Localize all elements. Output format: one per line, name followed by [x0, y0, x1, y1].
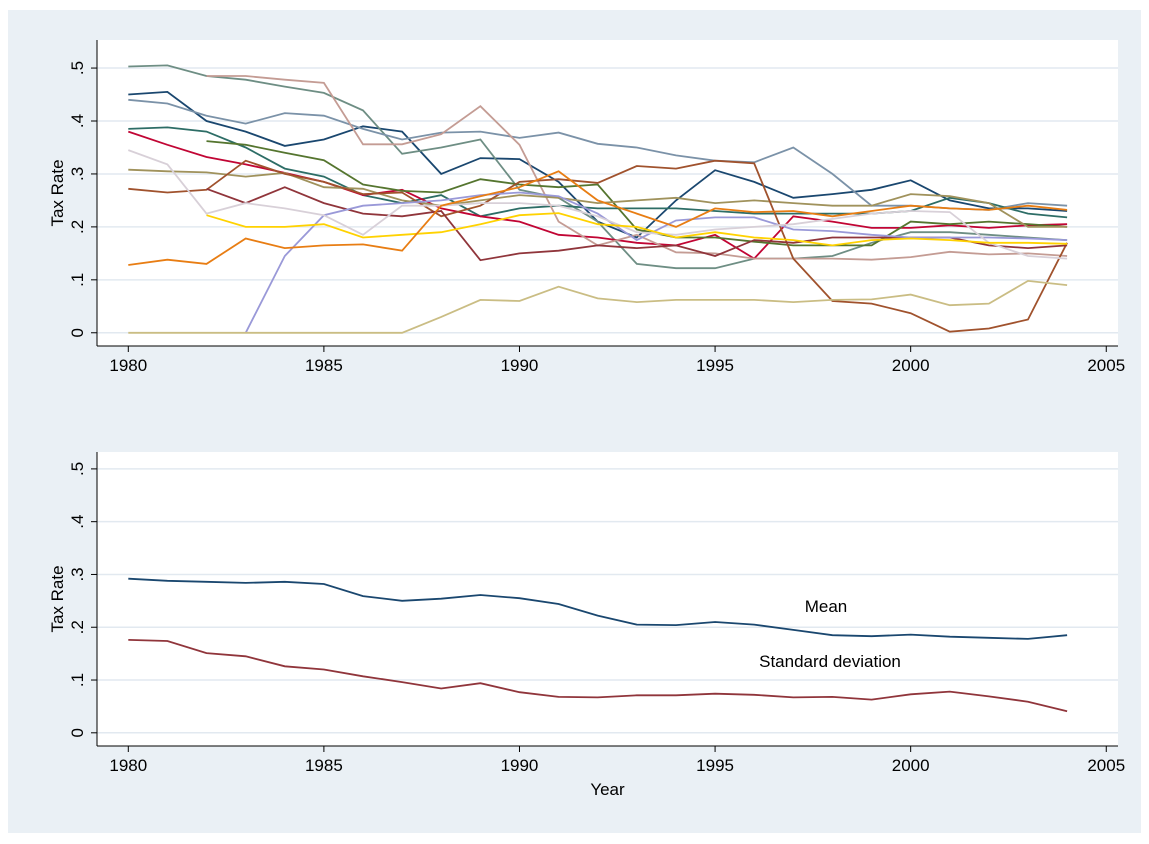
- y-tick-label: .1: [68, 273, 87, 287]
- y-tick-label: .2: [68, 220, 87, 234]
- x-axis-title: Year: [590, 780, 625, 799]
- series-line: [128, 279, 1068, 334]
- plot-area: [97, 40, 1118, 346]
- x-tick-label: 2005: [1087, 356, 1125, 375]
- plot-area: [97, 452, 1118, 746]
- x-tick-label: 1980: [109, 756, 147, 775]
- series-line: [128, 159, 1068, 333]
- series-line: [244, 191, 1068, 334]
- x-tick-label: 1990: [501, 356, 539, 375]
- y-tick-label: .3: [68, 167, 87, 181]
- series-line: [128, 168, 1068, 228]
- x-tick-label: 1990: [501, 756, 539, 775]
- series-line: [206, 212, 1068, 247]
- x-tick-label: 1995: [696, 756, 734, 775]
- x-tick-label: 1995: [696, 356, 734, 375]
- series-line: [128, 170, 1068, 266]
- x-tick-label: 1980: [109, 356, 147, 375]
- annotation: Mean: [805, 597, 848, 616]
- y-tick-label: .2: [68, 620, 87, 634]
- series-line: [128, 64, 1068, 270]
- y-tick-label: .4: [68, 515, 87, 529]
- series-line: [128, 577, 1068, 640]
- y-axis-title: Tax Rate: [48, 565, 67, 632]
- y-tick-label: .5: [68, 462, 87, 476]
- y-tick-label: 0: [68, 728, 87, 737]
- series-line: [206, 75, 1068, 261]
- x-tick-label: 2000: [892, 756, 930, 775]
- x-tick-label: 1985: [305, 356, 343, 375]
- y-tick-label: .4: [68, 114, 87, 128]
- x-tick-label: 1985: [305, 756, 343, 775]
- y-tick-label: .1: [68, 673, 87, 687]
- x-tick-label: 2000: [892, 356, 930, 375]
- series-line: [127, 149, 1068, 260]
- y-tick-label: .5: [68, 61, 87, 75]
- x-tick-label: 2005: [1087, 756, 1125, 775]
- annotation: Standard deviation: [759, 652, 901, 671]
- y-tick-label: 0: [68, 328, 87, 337]
- series-line: [128, 639, 1068, 713]
- series-line: [206, 140, 1068, 247]
- y-axis-title: Tax Rate: [48, 159, 67, 226]
- y-tick-label: .3: [68, 567, 87, 581]
